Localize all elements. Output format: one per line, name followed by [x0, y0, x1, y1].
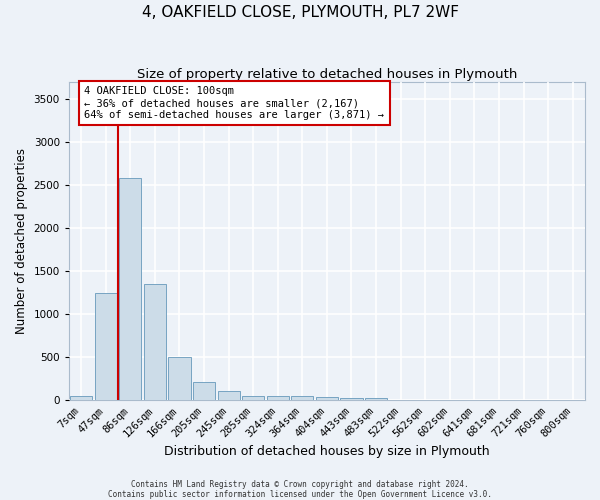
- X-axis label: Distribution of detached houses by size in Plymouth: Distribution of detached houses by size …: [164, 444, 490, 458]
- Text: 4 OAKFIELD CLOSE: 100sqm
← 36% of detached houses are smaller (2,167)
64% of sem: 4 OAKFIELD CLOSE: 100sqm ← 36% of detach…: [85, 86, 385, 120]
- Bar: [169, 358, 191, 401]
- Title: Size of property relative to detached houses in Plymouth: Size of property relative to detached ho…: [137, 68, 517, 80]
- Bar: [291, 396, 313, 400]
- Bar: [365, 398, 387, 400]
- Text: Contains HM Land Registry data © Crown copyright and database right 2024.
Contai: Contains HM Land Registry data © Crown c…: [108, 480, 492, 499]
- Bar: [95, 293, 117, 401]
- Bar: [218, 391, 239, 400]
- Bar: [340, 398, 362, 400]
- Bar: [242, 396, 264, 400]
- Bar: [144, 284, 166, 401]
- Bar: [119, 178, 142, 400]
- Y-axis label: Number of detached properties: Number of detached properties: [15, 148, 28, 334]
- Text: 4, OAKFIELD CLOSE, PLYMOUTH, PL7 2WF: 4, OAKFIELD CLOSE, PLYMOUTH, PL7 2WF: [142, 5, 458, 20]
- Bar: [70, 396, 92, 400]
- Bar: [316, 397, 338, 400]
- Bar: [266, 396, 289, 400]
- Bar: [193, 382, 215, 400]
